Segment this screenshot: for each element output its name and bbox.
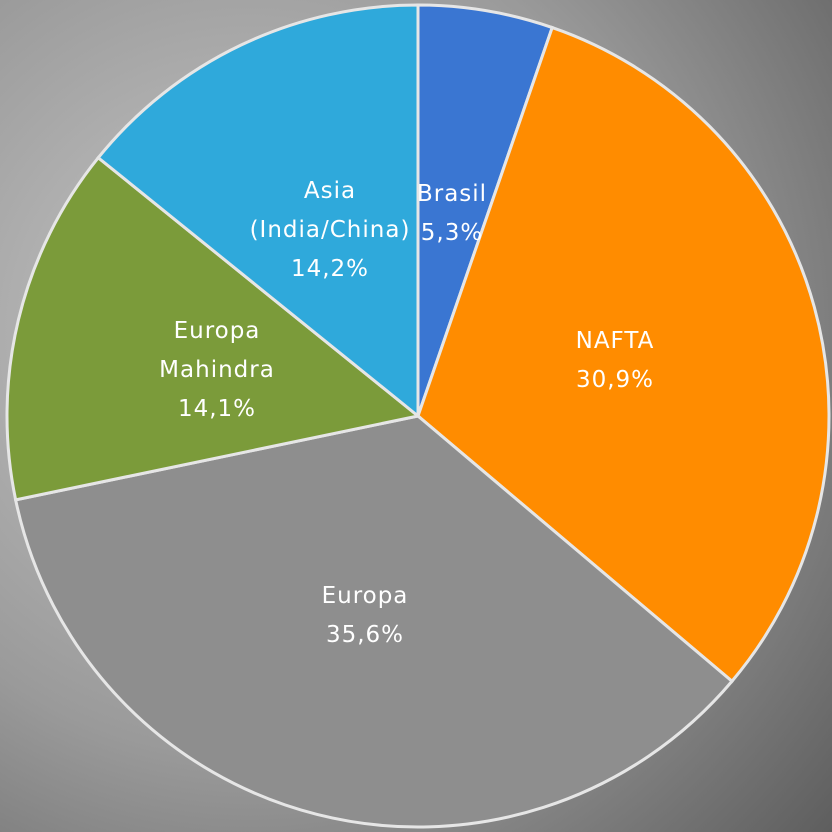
value-label: 5,3% (420, 220, 484, 246)
pie-slice (416, 25, 831, 684)
pie-slice (416, 3, 555, 417)
pie-slice (96, 3, 420, 420)
category-label: Europa (321, 583, 409, 609)
value-label: 14,2% (290, 256, 370, 282)
value-label: 14,1% (177, 396, 257, 422)
slice-label: Europa 35,6% (280, 577, 450, 655)
slice-label: Europa Mahindra 14,1% (142, 312, 292, 429)
value-label: 35,6% (325, 622, 405, 648)
value-label: 30,9% (575, 367, 655, 393)
pie-slice (5, 155, 422, 502)
category-label: NAFTA (575, 328, 655, 354)
slice-label: NAFTA 30,9% (530, 322, 700, 400)
category-label: Asia (India/China) (249, 178, 411, 243)
pie-slice (13, 414, 735, 829)
slice-label: Asia (India/China) 14,2% (243, 172, 418, 289)
category-label: Europa Mahindra (159, 318, 275, 383)
slice-label: Brasil 5,3% (407, 175, 497, 253)
category-label: Brasil (416, 181, 488, 207)
